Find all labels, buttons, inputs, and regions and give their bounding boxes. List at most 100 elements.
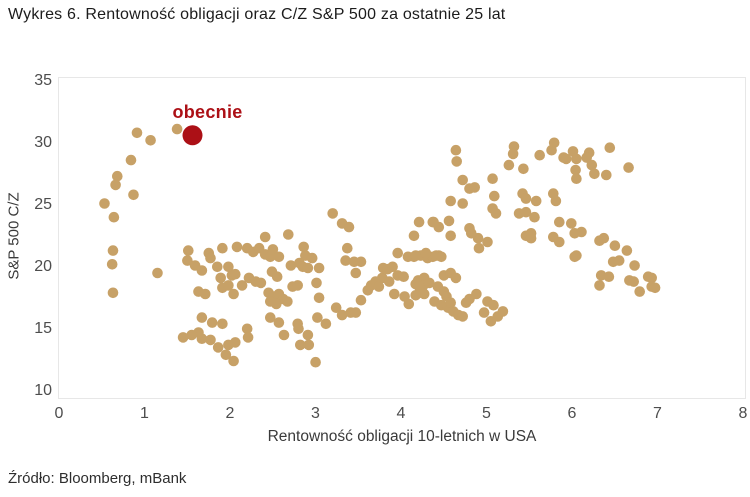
- data-point: [312, 312, 323, 323]
- data-point: [278, 329, 290, 341]
- data-point: [302, 262, 314, 274]
- data-point: [303, 339, 315, 351]
- data-point: [529, 211, 540, 223]
- data-point: [488, 299, 499, 311]
- data-point: [340, 255, 351, 266]
- x-tick-label: 5: [482, 405, 491, 422]
- scatter-plot-canvas: [99, 123, 661, 368]
- source-caption: Źródło: Bloomberg, mBank: [8, 470, 187, 487]
- data-point: [566, 218, 577, 229]
- x-tick-label: 0: [54, 405, 64, 422]
- data-point: [507, 148, 519, 160]
- data-point: [503, 159, 515, 171]
- data-point: [112, 170, 123, 182]
- data-point: [550, 195, 562, 207]
- data-point: [273, 317, 285, 328]
- data-point: [520, 193, 532, 204]
- data-point: [196, 312, 208, 323]
- data-point: [217, 318, 228, 330]
- data-point: [613, 255, 625, 266]
- data-point: [436, 251, 447, 263]
- data-point: [110, 179, 121, 191]
- data-point: [445, 297, 457, 308]
- data-point: [241, 323, 253, 335]
- data-point: [327, 208, 339, 219]
- data-point: [413, 281, 425, 292]
- data-point: [571, 153, 582, 165]
- data-point: [457, 311, 469, 322]
- data-point: [534, 149, 545, 161]
- data-point: [182, 255, 193, 266]
- data-point: [183, 245, 194, 256]
- y-tick-label: 20: [34, 258, 52, 275]
- data-point: [490, 208, 502, 219]
- data-point: [621, 245, 633, 256]
- data-point: [282, 296, 293, 307]
- data-point: [355, 294, 367, 306]
- data-point: [285, 260, 297, 271]
- data-point: [398, 271, 410, 282]
- data-point: [530, 195, 542, 207]
- data-point: [223, 261, 234, 273]
- data-point: [205, 334, 216, 346]
- data-point: [242, 332, 254, 343]
- data-point: [131, 127, 143, 139]
- data-point: [571, 173, 582, 184]
- data-point: [629, 260, 640, 271]
- data-point: [228, 288, 239, 300]
- data-point: [310, 356, 321, 368]
- data-point: [311, 277, 322, 289]
- data-point: [236, 280, 248, 291]
- data-point: [228, 355, 239, 367]
- data-point: [200, 288, 211, 300]
- data-point: [145, 135, 156, 146]
- data-point: [469, 182, 481, 193]
- data-point: [355, 256, 367, 268]
- data-point: [212, 342, 224, 353]
- x-tick-label: 2: [225, 405, 235, 422]
- data-point: [292, 280, 303, 291]
- annotation-obecnie: obecnie: [172, 102, 243, 123]
- data-point: [601, 169, 612, 181]
- x-tick-label: 6: [567, 405, 577, 422]
- x-tick-label: 8: [738, 405, 748, 422]
- data-point: [387, 261, 398, 273]
- data-point: [230, 268, 241, 280]
- data-point: [231, 241, 243, 253]
- data-point: [350, 267, 362, 279]
- data-point: [217, 242, 228, 254]
- data-point: [410, 250, 422, 261]
- plot-area: [58, 77, 746, 399]
- data-point: [99, 198, 110, 209]
- data-point: [403, 298, 415, 310]
- data-point: [107, 287, 119, 299]
- data-point: [420, 247, 432, 259]
- y-tick-label: 15: [34, 320, 52, 337]
- data-point: [609, 240, 621, 251]
- data-point: [576, 226, 587, 238]
- data-point: [212, 261, 223, 273]
- data-point: [230, 337, 241, 348]
- data-point: [445, 195, 457, 207]
- data-point: [273, 251, 285, 263]
- data-point: [267, 244, 279, 255]
- data-point: [298, 241, 309, 253]
- data-point: [293, 323, 304, 335]
- data-point: [177, 332, 189, 343]
- data-point: [554, 236, 565, 248]
- data-point: [108, 211, 120, 223]
- highlight-point-obecnie: [182, 125, 203, 146]
- data-point: [320, 318, 332, 330]
- data-point: [457, 198, 469, 209]
- data-point: [215, 272, 226, 284]
- data-point: [623, 162, 634, 173]
- data-point: [271, 271, 283, 282]
- data-point: [594, 235, 605, 246]
- data-point: [482, 236, 493, 248]
- y-tick-label: 25: [34, 196, 52, 213]
- y-tick-label: 30: [34, 134, 52, 151]
- data-point: [646, 272, 657, 284]
- data-point: [330, 302, 342, 313]
- data-point: [313, 292, 325, 304]
